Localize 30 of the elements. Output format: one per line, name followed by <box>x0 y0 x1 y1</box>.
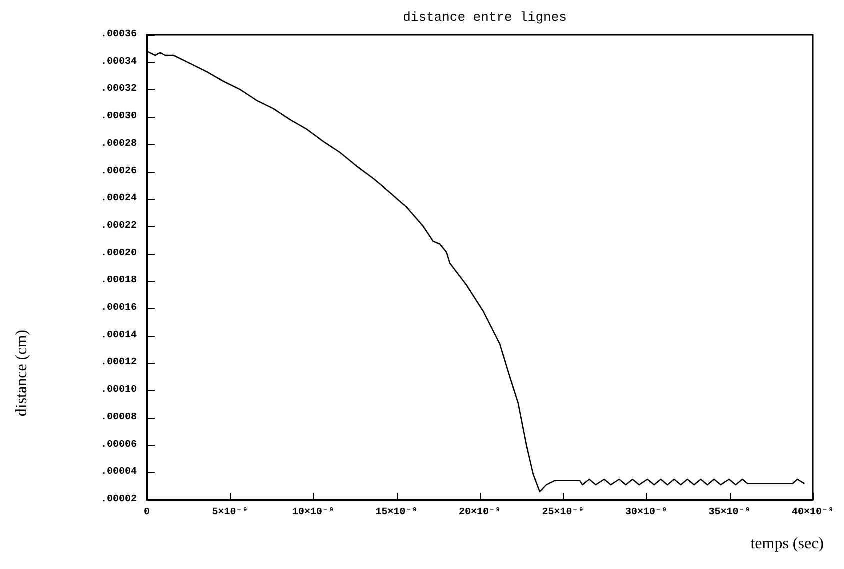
x-tick-label: 5×10⁻⁹ <box>212 508 248 518</box>
y-tick-label: .00010 <box>100 385 137 396</box>
y-tick-label: .00024 <box>100 194 137 205</box>
x-tick-label: 20×10⁻⁹ <box>458 508 502 518</box>
y-tick-label: .00034 <box>100 56 137 68</box>
y-tick-label: .00018 <box>100 276 137 287</box>
y-tick-label: .00022 <box>100 220 137 232</box>
x-tick-label: 35×10⁻⁹ <box>708 508 751 518</box>
y-tick-label: .00032 <box>100 84 137 96</box>
y-tick-label: .00028 <box>100 138 137 150</box>
y-tick-label: .00026 <box>100 166 137 178</box>
y-tick-label: .00030 <box>100 112 137 123</box>
y-tick-label: .00020 <box>100 248 137 260</box>
x-tick-label: 40×10⁻⁹ <box>792 508 834 518</box>
y-tick-label: .00008 <box>100 412 137 424</box>
x-tick-label: 0 <box>144 508 150 518</box>
x-axis-title: temps (sec) <box>750 536 824 552</box>
y-tick-label: .00006 <box>100 440 137 451</box>
x-tick-label: 30×10⁻⁹ <box>625 508 668 518</box>
y-tick-label: .00002 <box>100 494 137 506</box>
x-tick-label: 10×10⁻⁹ <box>292 508 335 518</box>
y-tick-label: .00012 <box>100 358 137 369</box>
y-tick-label: .00016 <box>100 303 137 314</box>
x-tick-label: 15×10⁻⁹ <box>376 508 418 518</box>
y-tick-label: .00004 <box>100 467 137 478</box>
y-tick-label: .00014 <box>100 330 137 342</box>
chart-title: distance entre lignes <box>403 10 567 25</box>
y-tick-label: .00036 <box>100 30 137 40</box>
x-tick-label: 25×10⁻⁹ <box>542 508 584 518</box>
y-axis-title: distance (cm) <box>14 330 30 417</box>
